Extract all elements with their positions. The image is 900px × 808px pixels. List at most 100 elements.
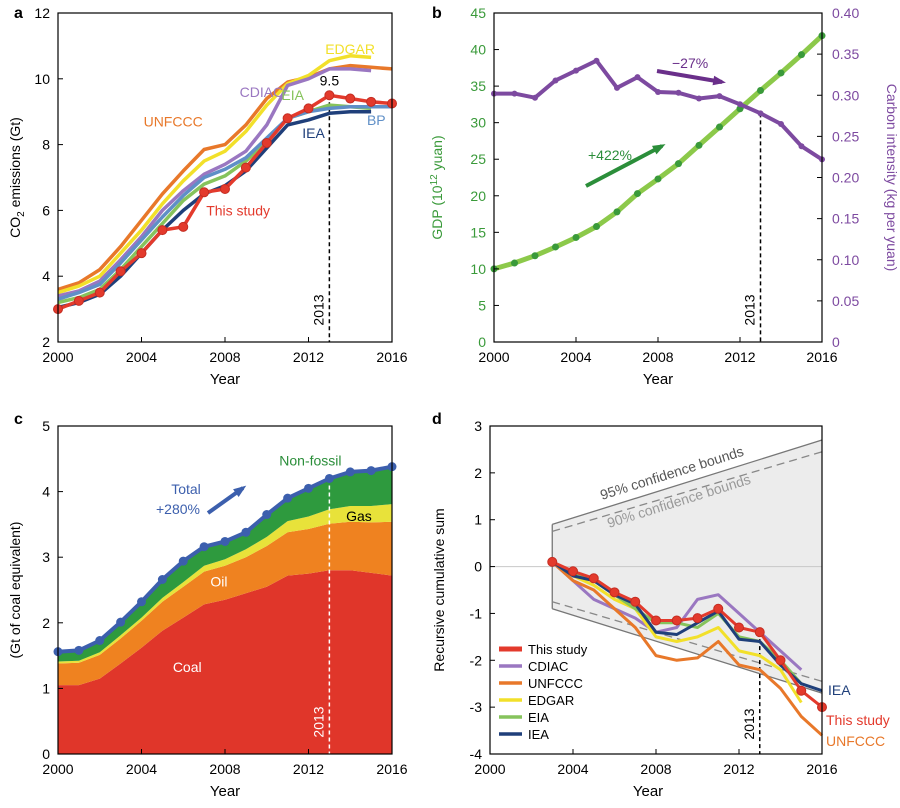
data-point <box>94 287 105 298</box>
legend-item-cdiac: CDIAC <box>528 659 568 674</box>
area-non-fossil <box>58 466 392 662</box>
y-tick-label-right: 0.20 <box>832 170 859 186</box>
y-axis-label-right: Carbon intensity (kg per yuan) <box>884 84 900 272</box>
y-tick-label-right: 0 <box>832 334 840 350</box>
y-tick-label: 3 <box>474 418 482 434</box>
data-point <box>115 266 126 277</box>
y-tick-label-left: 35 <box>470 78 486 94</box>
series-line-cdiac <box>57 67 372 298</box>
series-label-iea: IEA <box>302 125 325 141</box>
y-tick-label-right: 0.10 <box>832 252 859 268</box>
series-line-bp <box>57 105 392 301</box>
data-point <box>511 259 518 267</box>
y-tick-label: 4 <box>42 484 50 500</box>
data-point <box>775 655 786 666</box>
data-point <box>532 94 538 101</box>
y-tick-label: 2 <box>42 334 50 350</box>
data-point <box>614 84 620 91</box>
legend-item-this-study: This study <box>528 642 588 657</box>
data-point <box>713 603 724 614</box>
data-point <box>303 103 314 114</box>
data-point <box>345 93 356 104</box>
area-gas <box>58 504 392 664</box>
gdp-change-label: +422% <box>588 147 632 163</box>
total-change-label: +280% <box>156 501 200 517</box>
data-point <box>675 160 682 168</box>
data-point <box>157 575 167 585</box>
x-tick-label: 2016 <box>806 349 837 365</box>
data-point <box>692 613 703 624</box>
vline-label: 2013 <box>742 294 758 325</box>
y-axis-label: (Gt of coal equivalent) <box>7 522 23 659</box>
panel-b: b 2013 +422% −27% 2000 2004 2008 2012 2016 Year 0 5… <box>429 5 900 388</box>
y-tick-label: -3 <box>470 699 483 715</box>
y-tick-label-left: 25 <box>470 151 486 167</box>
y-tick-label: 2 <box>42 615 50 631</box>
panel-letter-c: c <box>14 411 23 428</box>
data-point <box>282 113 293 124</box>
data-point <box>240 162 251 173</box>
y-tick-label-left: 30 <box>470 115 486 131</box>
y-tick-label: -1 <box>470 605 483 621</box>
data-point <box>798 51 805 59</box>
data-point <box>695 141 703 149</box>
x-tick-label: 2008 <box>640 761 671 777</box>
vline-label: 2013 <box>741 708 757 739</box>
y-tick-label-left: 15 <box>470 224 486 240</box>
data-point <box>630 596 641 607</box>
x-tick-label: 2008 <box>642 349 673 365</box>
data-point <box>95 636 105 646</box>
series-label-edgar: EDGAR <box>325 41 375 57</box>
y-tick-label: 2 <box>474 465 482 481</box>
data-point <box>241 527 251 537</box>
data-point <box>654 175 662 183</box>
y-tick-label-right: 0.05 <box>832 293 859 309</box>
end-label-this-study: This study <box>826 712 890 728</box>
x-tick-label: 2004 <box>126 761 157 777</box>
bound90-upper <box>552 451 823 533</box>
data-point <box>696 95 702 102</box>
data-point <box>178 221 189 232</box>
panel-letter-a: a <box>14 5 23 22</box>
vline-label: 2013 <box>310 294 326 325</box>
x-tick-label: 2008 <box>209 761 240 777</box>
intensity-arrow-head <box>712 75 726 86</box>
data-point <box>573 67 579 74</box>
data-point <box>778 121 784 128</box>
y-axis-label: CO2 emissions (Gt) <box>7 117 27 238</box>
panel-letter-d: d <box>432 411 442 428</box>
y-tick-label-right: 0.40 <box>832 5 859 21</box>
y-tick-label-left: 0 <box>478 334 486 350</box>
x-tick-label: 2012 <box>293 761 324 777</box>
x-axis-label: Year <box>210 371 240 388</box>
x-tick-label: 2000 <box>478 349 509 365</box>
data-point <box>116 617 126 627</box>
series-label-cdiac: CDIAC <box>240 84 284 100</box>
intensity-change-label: −27% <box>672 55 708 71</box>
y-tick-label: 8 <box>42 137 50 153</box>
y-tick-label-left: 5 <box>478 297 486 313</box>
y-tick-label-right: 0.35 <box>832 46 859 62</box>
data-point <box>531 252 539 260</box>
bound95-upper <box>552 439 823 526</box>
data-point <box>324 90 335 101</box>
legend-item-eia: EIA <box>528 710 549 725</box>
series-label-this-study: This study <box>206 202 270 218</box>
data-point <box>74 645 84 655</box>
data-point <box>634 190 641 198</box>
data-point <box>345 467 355 477</box>
x-tick-label: 2004 <box>560 349 591 365</box>
data-point <box>737 101 743 108</box>
vline-label: 2013 <box>310 706 326 737</box>
panel-letter-b: b <box>432 5 442 22</box>
data-point <box>734 622 744 633</box>
y-tick-label-left: 10 <box>470 261 486 277</box>
peak-label: 9.5 <box>320 72 340 88</box>
x-tick-label: 2012 <box>724 349 755 365</box>
y-tick-label: 3 <box>42 549 50 565</box>
series-line-edgar <box>551 560 803 704</box>
y-tick-label: 1 <box>474 512 482 528</box>
total-label: Total <box>171 481 201 497</box>
